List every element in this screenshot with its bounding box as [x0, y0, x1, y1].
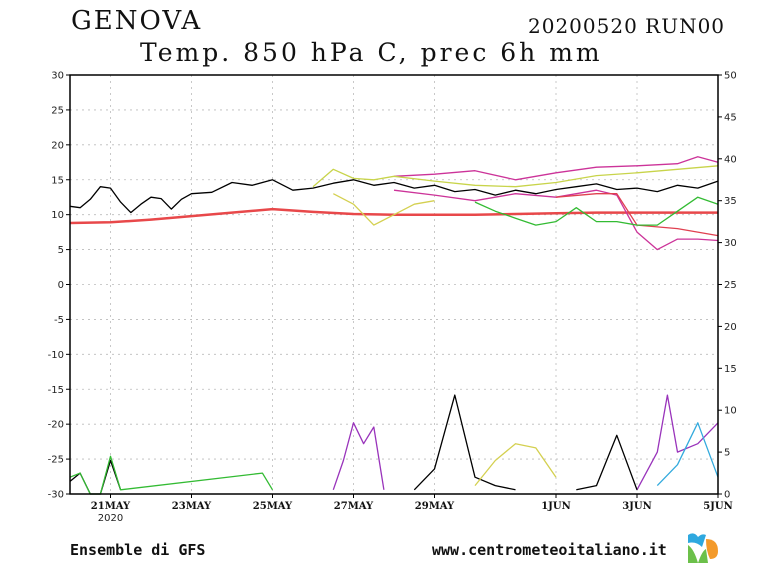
model-label: Ensemble di GFS — [70, 541, 206, 559]
right-tick-label: 50 — [724, 71, 737, 82]
left-tick-label: 0 — [58, 280, 64, 291]
run-label: 20200520 RUN00 — [528, 14, 726, 38]
right-tick-label: 10 — [724, 406, 737, 417]
temp-series-climatology — [69, 207, 718, 225]
prec-series-purple-27may — [332, 422, 385, 491]
prec-series-black-peak — [413, 394, 516, 491]
left-tick-label: -10 — [48, 350, 64, 361]
precipitation-lines — [69, 394, 719, 495]
right-tick-label: 25 — [724, 280, 737, 291]
left-axis: 30 25 20 15 10 5 0 -5 -10 -15 -20 -25 -30 — [48, 71, 70, 501]
x-tick-sublabel: 2020 — [98, 513, 123, 524]
prec-series-purple-4jun — [636, 394, 719, 491]
left-tick-label: -25 — [48, 455, 64, 466]
x-tick-label: 23MAY — [172, 501, 212, 512]
variable-title: Temp. 850 hPa C, prec 6h mm — [140, 38, 603, 67]
x-tick-label: 1JUN — [541, 501, 571, 512]
centrometeoitaliano-logo-icon — [688, 533, 718, 563]
right-tick-label: 30 — [724, 238, 737, 249]
right-tick-label: 20 — [724, 322, 737, 333]
location-title: GENOVA — [71, 6, 203, 36]
right-tick-label: 45 — [724, 112, 737, 123]
temp-series-member-warm — [393, 156, 719, 181]
left-tick-label: 10 — [51, 210, 64, 221]
x-tick-label: 5JUN — [703, 501, 733, 512]
left-tick-label: 5 — [58, 245, 64, 256]
temp-series-ensemble-mean — [69, 179, 719, 214]
temp-series-member-cold-magenta — [393, 189, 719, 251]
x-tick-label: 29MAY — [415, 501, 455, 512]
temp-series-member-cold-red — [555, 193, 719, 237]
right-tick-label: 5 — [724, 448, 730, 459]
right-tick-label: 15 — [724, 364, 737, 375]
temp-series-member-green — [474, 196, 719, 226]
right-tick-label: 35 — [724, 196, 737, 207]
right-tick-label: 40 — [724, 154, 737, 165]
x-tick-label: 25MAY — [253, 501, 293, 512]
prec-series-green-early — [69, 455, 274, 495]
temperature-lines — [69, 156, 719, 251]
left-tick-label: -15 — [48, 385, 64, 396]
left-tick-label: -5 — [54, 315, 64, 326]
left-tick-label: 30 — [51, 71, 64, 82]
x-tick-label: 21MAY — [91, 501, 131, 512]
temp-series-member-yellow-low — [333, 193, 435, 226]
left-tick-label: -30 — [48, 490, 64, 501]
website-link[interactable]: www.centrometeoitaliano.it — [432, 541, 667, 559]
x-tick-label: 27MAY — [334, 501, 374, 512]
prec-series-cyan-4jun — [656, 422, 719, 487]
prec-series-yellow-31may — [474, 443, 557, 487]
x-tick-label: 3JUN — [622, 501, 652, 512]
temp-series-member-yellow — [312, 165, 719, 188]
right-tick-label: 0 — [724, 490, 730, 501]
grid — [70, 75, 718, 494]
left-tick-label: -20 — [48, 420, 64, 431]
left-tick-label: 25 — [51, 105, 64, 116]
prec-series-black-2jun — [576, 434, 638, 491]
left-tick-label: 15 — [51, 175, 64, 186]
left-tick-label: 20 — [51, 140, 64, 151]
